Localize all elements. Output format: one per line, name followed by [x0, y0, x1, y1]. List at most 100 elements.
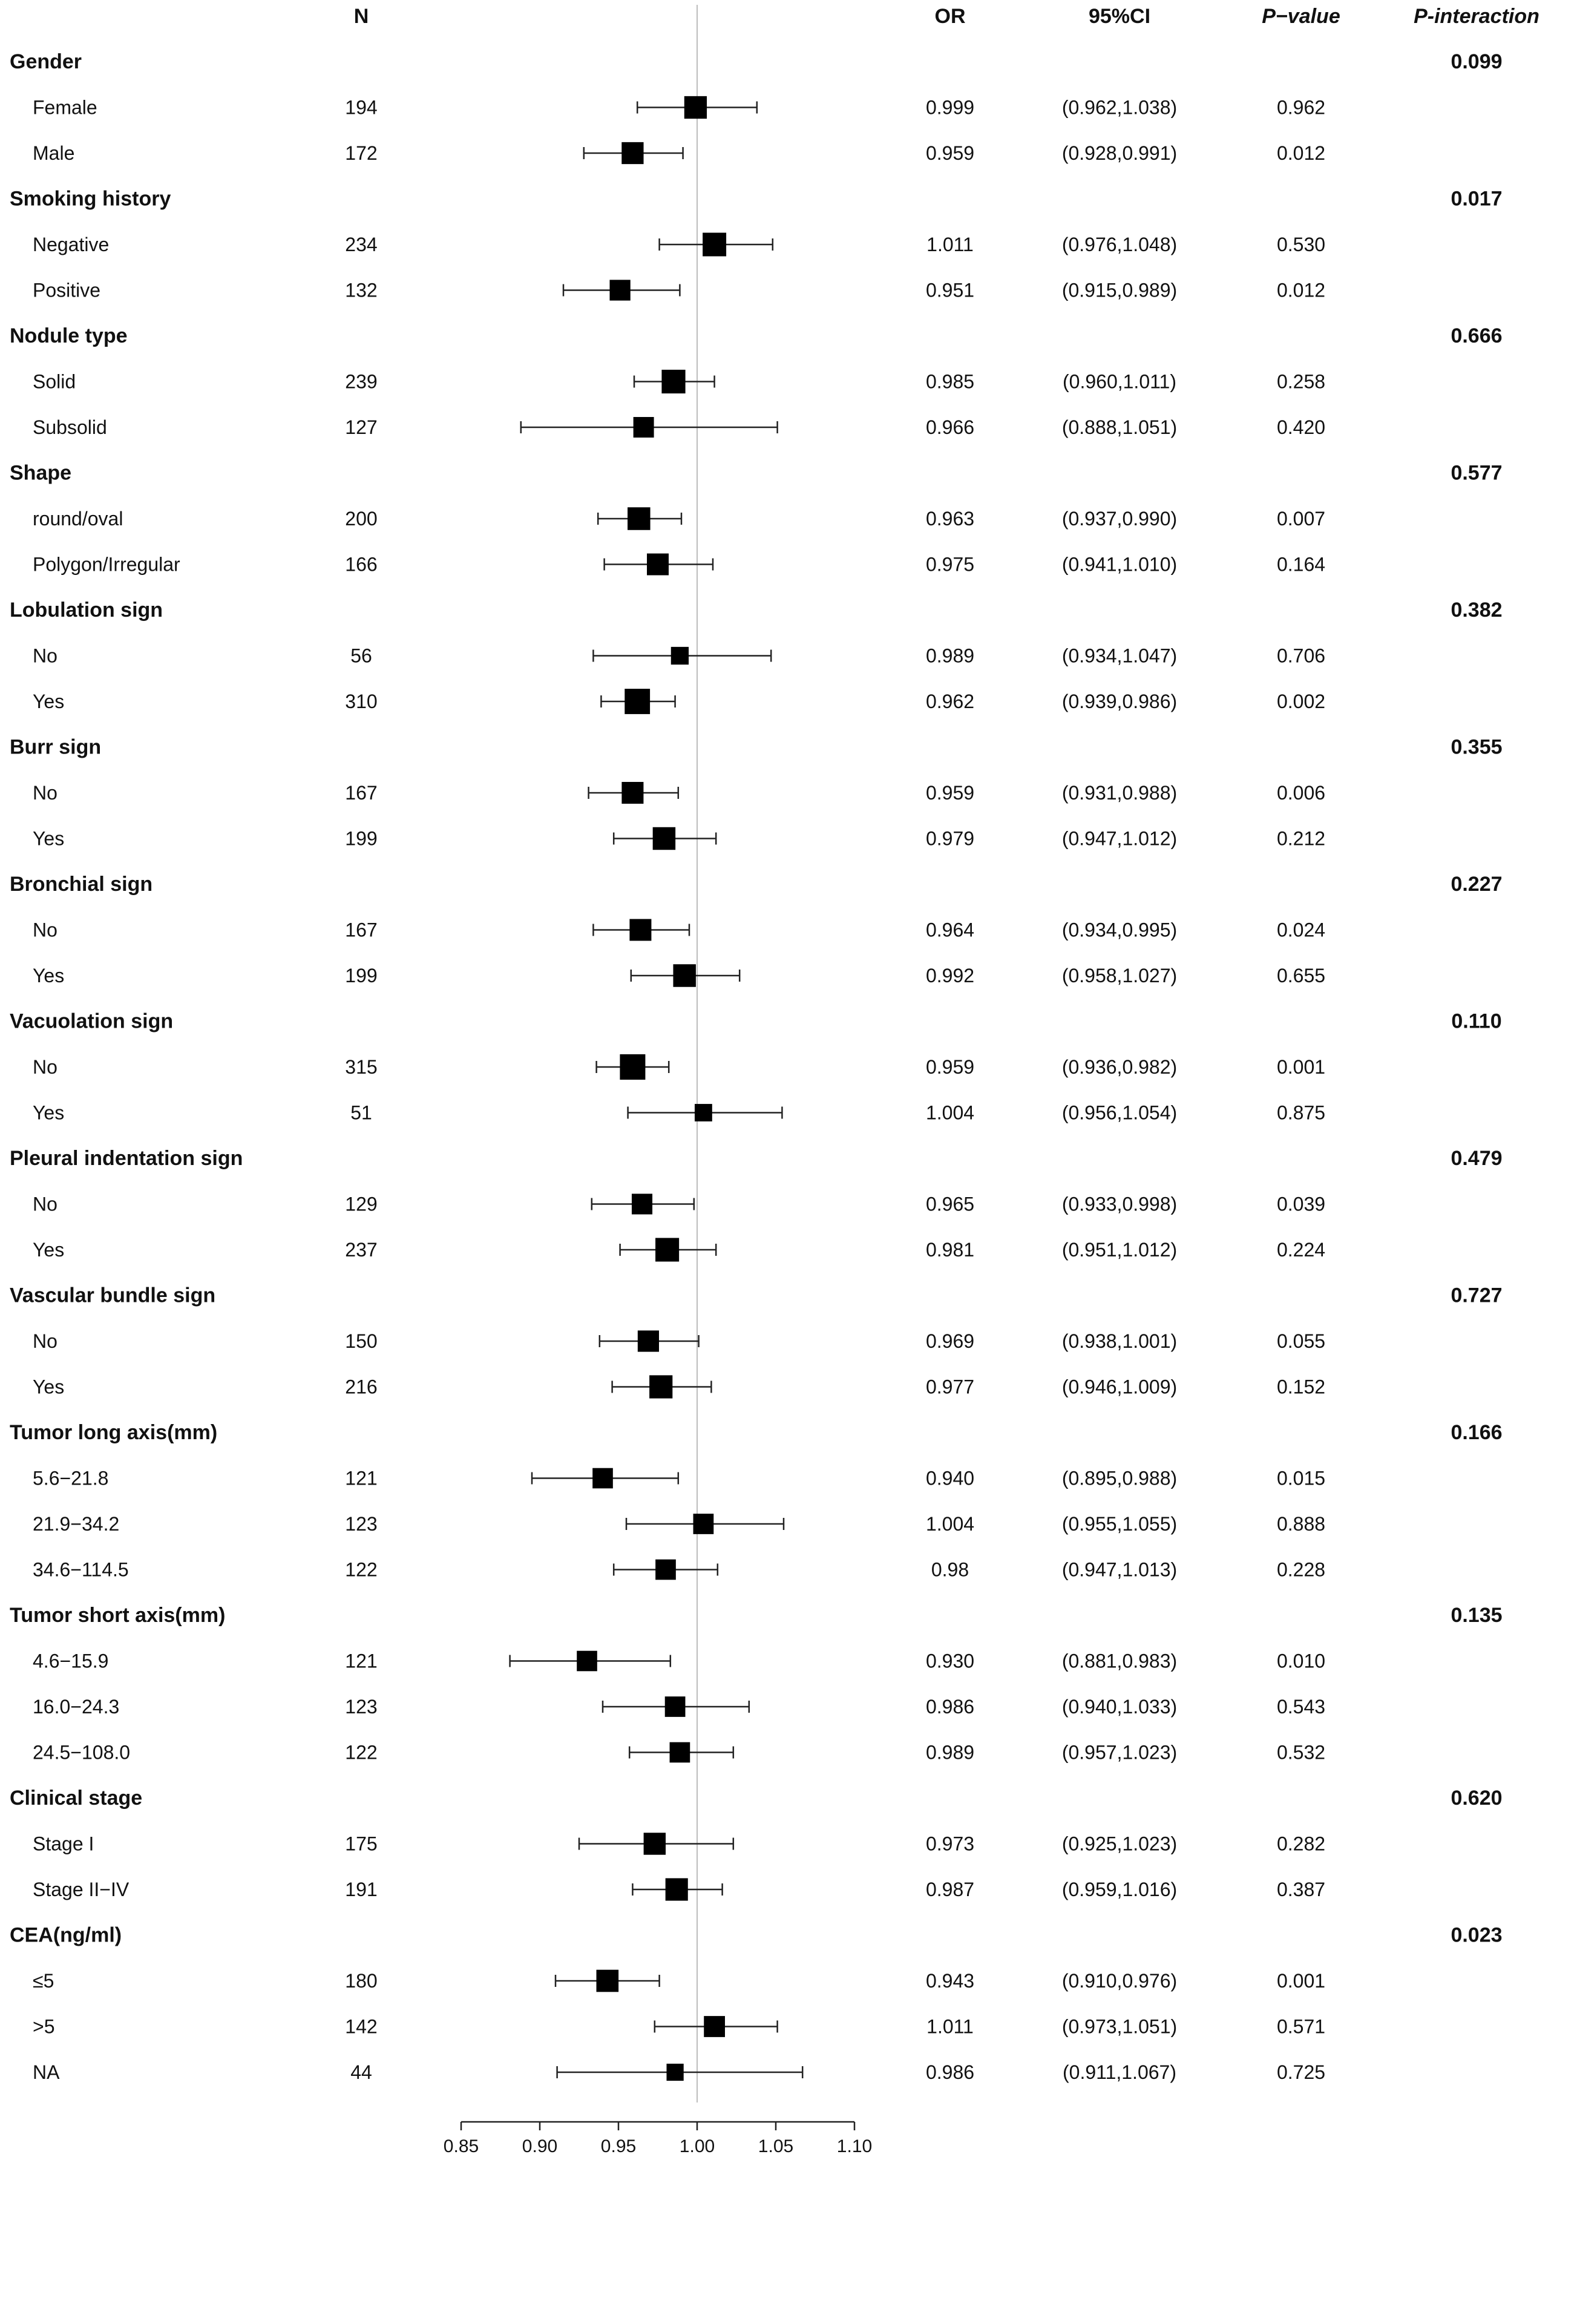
table-row: >5 142 1.011 (0.973,1.051) 0.571 — [33, 2016, 1325, 2038]
or-marker — [669, 1742, 690, 1763]
subgroup-13: CEA(ng/ml) 0.023 ≤5 180 0.943 (0.910,0.976) 0.… — [10, 1924, 1503, 2084]
p-value: 0.706 — [1277, 645, 1325, 667]
or-value: 0.979 — [926, 828, 974, 850]
group-label: Burr sign — [10, 736, 101, 759]
subgroup-1: Smoking history 0.017 Negative 234 1.011 (0.9… — [10, 188, 1503, 301]
subgroup-3: Shape 0.577 round/oval 200 0.963 (0.937,0.990… — [10, 462, 1503, 576]
or-value: 0.965 — [926, 1193, 974, 1215]
row-label: >5 — [33, 2016, 54, 2038]
n-value: 122 — [345, 1559, 377, 1581]
x-tick-label: 0.85 — [444, 2136, 479, 2156]
n-value: 191 — [345, 1879, 377, 1900]
table-row: 5.6−21.8 121 0.940 (0.895,0.988) 0.015 — [33, 1468, 1325, 1489]
table-row: Yes 199 0.979 (0.947,1.012) 0.212 — [33, 827, 1325, 850]
n-value: 129 — [345, 1193, 377, 1215]
p-value: 0.055 — [1277, 1330, 1325, 1352]
or-value: 0.987 — [926, 1879, 974, 1900]
p-value: 0.002 — [1277, 691, 1325, 712]
p-value: 0.875 — [1277, 1102, 1325, 1124]
p-value: 0.228 — [1277, 1559, 1325, 1581]
table-row: NA 44 0.986 (0.911,1.067) 0.725 — [33, 2061, 1325, 2083]
table-row: Yes 237 0.981 (0.951,1.012) 0.224 — [33, 1238, 1325, 1262]
table-row: 21.9−34.2 123 1.004 (0.955,1.055) 0.888 — [33, 1513, 1325, 1535]
x-tick-label: 1.05 — [758, 2136, 793, 2156]
n-value: 121 — [345, 1468, 377, 1489]
p-value: 0.532 — [1277, 1742, 1325, 1764]
or-marker — [628, 507, 651, 530]
or-marker — [577, 1650, 597, 1672]
header-ci: 95%CI — [1089, 5, 1150, 28]
or-value: 0.986 — [926, 2061, 974, 2083]
n-value: 310 — [345, 691, 377, 712]
n-value: 237 — [345, 1239, 377, 1261]
p-interaction-value: 0.666 — [1451, 324, 1502, 347]
subgroup-8: Pleural indentation sign 0.479 No 129 0.965 (… — [10, 1147, 1503, 1262]
p-value: 0.387 — [1277, 1879, 1325, 1900]
n-value: 123 — [345, 1696, 377, 1718]
or-marker — [670, 646, 689, 665]
ci-value: (0.946,1.009) — [1062, 1376, 1177, 1398]
or-value: 0.951 — [926, 280, 974, 301]
ci-value: (0.928,0.991) — [1062, 142, 1177, 164]
or-marker — [629, 919, 652, 941]
row-label: 34.6−114.5 — [33, 1559, 129, 1581]
n-value: 150 — [345, 1330, 377, 1352]
or-marker — [643, 1833, 666, 1855]
or-value: 0.992 — [926, 965, 974, 986]
table-row: ≤5 180 0.943 (0.910,0.976) 0.001 — [33, 1969, 1325, 1992]
n-value: 56 — [350, 645, 372, 667]
table-row: 16.0−24.3 123 0.986 (0.940,1.033) 0.543 — [33, 1696, 1325, 1718]
row-label: Solid — [33, 371, 76, 393]
or-value: 0.989 — [926, 1742, 974, 1764]
p-value: 0.001 — [1277, 1970, 1325, 1992]
row-label: 5.6−21.8 — [33, 1468, 108, 1489]
or-marker — [661, 369, 686, 394]
subgroup-4: Lobulation sign 0.382 No 56 0.989 (0.934,1.04… — [10, 599, 1503, 714]
p-value: 0.543 — [1277, 1696, 1325, 1718]
table-row: 24.5−108.0 122 0.989 (0.957,1.023) 0.532 — [33, 1742, 1325, 1764]
table-row: No 129 0.965 (0.933,0.998) 0.039 — [33, 1193, 1325, 1215]
table-row: Yes 199 0.992 (0.958,1.027) 0.655 — [33, 964, 1325, 987]
or-value: 0.989 — [926, 645, 974, 667]
ci-value: (0.915,0.989) — [1062, 280, 1177, 301]
ci-value: (0.951,1.012) — [1062, 1239, 1177, 1261]
or-value: 0.940 — [926, 1468, 974, 1489]
row-label: Yes — [33, 828, 64, 850]
row-label: No — [33, 1056, 57, 1078]
p-value: 0.007 — [1277, 508, 1325, 530]
n-value: 200 — [345, 508, 377, 530]
row-label: No — [33, 1330, 57, 1352]
ci-value: (0.976,1.048) — [1062, 234, 1177, 255]
group-label: Pleural indentation sign — [10, 1147, 243, 1170]
header-n: N — [354, 5, 369, 28]
row-label: 21.9−34.2 — [33, 1513, 119, 1535]
row-label: Negative — [33, 234, 109, 255]
x-tick-label: 0.90 — [522, 2136, 557, 2156]
or-value: 0.969 — [926, 1330, 974, 1352]
table-row: No 167 0.959 (0.931,0.988) 0.006 — [33, 781, 1325, 804]
p-interaction-value: 0.099 — [1451, 50, 1502, 73]
or-value: 0.985 — [926, 371, 974, 393]
or-value: 0.977 — [926, 1376, 974, 1398]
table-row: No 167 0.964 (0.934,0.995) 0.024 — [33, 919, 1325, 941]
or-marker — [609, 280, 631, 301]
ci-value: (0.910,0.976) — [1062, 1970, 1177, 1992]
group-label: Nodule type — [10, 324, 128, 347]
table-row: Negative 234 1.011 (0.976,1.048) 0.530 — [33, 232, 1325, 257]
or-marker — [655, 1559, 676, 1580]
header-p-interaction: P-interaction — [1414, 5, 1539, 28]
row-label: round/oval — [33, 508, 123, 530]
or-marker — [592, 1468, 613, 1489]
ci-value: (0.933,0.998) — [1062, 1193, 1177, 1215]
p-interaction-value: 0.135 — [1451, 1604, 1502, 1627]
p-interaction-value: 0.166 — [1451, 1421, 1502, 1444]
table-row: Female 194 0.999 (0.962,1.038) 0.962 — [33, 96, 1325, 119]
group-label: Tumor long axis(mm) — [10, 1421, 217, 1444]
row-label: Stage I — [33, 1833, 94, 1855]
group-label: Vascular bundle sign — [10, 1284, 215, 1307]
ci-value: (0.936,0.982) — [1062, 1056, 1177, 1078]
ci-value: (0.934,1.047) — [1062, 645, 1177, 667]
table-row: round/oval 200 0.963 (0.937,0.990) 0.007 — [33, 507, 1325, 530]
or-marker — [633, 417, 654, 438]
group-label: Tumor short axis(mm) — [10, 1604, 225, 1627]
